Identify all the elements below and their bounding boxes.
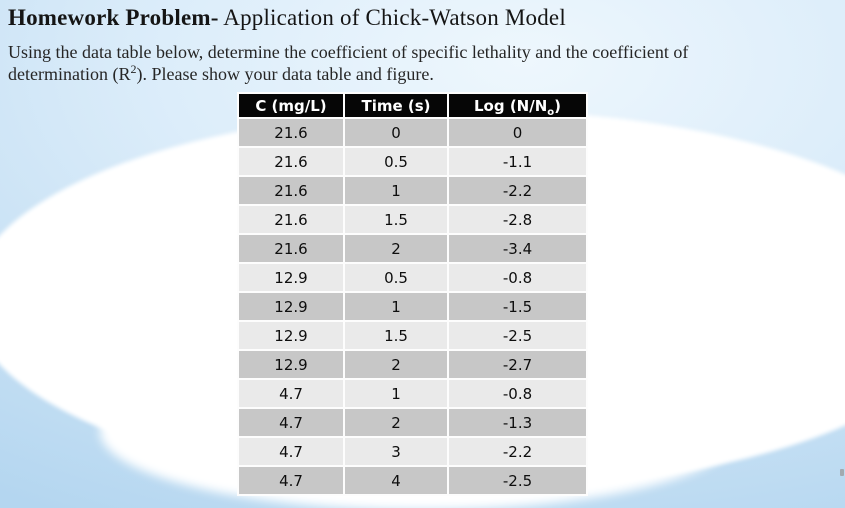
table-cell: 1 (345, 177, 447, 204)
table-cell: 12.9 (239, 293, 343, 320)
table-cell: 4 (345, 467, 447, 494)
table-cell: 1 (345, 293, 447, 320)
table-cell: -2.2 (449, 438, 586, 465)
table-cell: 21.6 (239, 206, 343, 233)
n0-subscript: o (547, 106, 555, 118)
table-row: 4.7 2 -1.3 (239, 409, 586, 436)
data-table-header: C (mg/L) Time (s) Log (N/No) (239, 94, 586, 117)
title-emphasis: Homework Problem- (8, 5, 219, 30)
table-row: 21.6 0.5 -1.1 (239, 148, 586, 175)
table-cell: 2 (345, 235, 447, 262)
table-cell: 4.7 (239, 467, 343, 494)
header-log: Log (N/No) (449, 94, 586, 117)
table-cell: 21.6 (239, 119, 343, 146)
table-cell: 21.6 (239, 148, 343, 175)
statement-line2-start: determination (R (8, 64, 131, 84)
table-cell: -0.8 (449, 380, 586, 407)
table-cell: -0.8 (449, 264, 586, 291)
table-row: 4.7 3 -2.2 (239, 438, 586, 465)
table-cell: 3 (345, 438, 447, 465)
table-cell: 21.6 (239, 177, 343, 204)
r-squared-superscript: 2 (130, 62, 137, 76)
table-row: 21.6 1.5 -2.8 (239, 206, 586, 233)
table-cell: 0.5 (345, 148, 447, 175)
table-cell: 0 (449, 119, 586, 146)
table-row: 12.9 1 -1.5 (239, 293, 586, 320)
table-cell: 1.5 (345, 322, 447, 349)
table-cell: 12.9 (239, 351, 343, 378)
table-cell: 1 (345, 380, 447, 407)
header-log-text: Log (N/N (474, 96, 548, 115)
table-row: 21.6 0 0 (239, 119, 586, 146)
header-concentration: C (mg/L) (239, 94, 343, 117)
table-cell: 4.7 (239, 409, 343, 436)
table-cell: 12.9 (239, 322, 343, 349)
problem-statement: Using the data table below, determine th… (8, 41, 844, 85)
table-cell: -2.2 (449, 177, 586, 204)
table-row: 12.9 2 -2.7 (239, 351, 586, 378)
table-row: 12.9 0.5 -0.8 (239, 264, 586, 291)
table-cell: 21.6 (239, 235, 343, 262)
table-cell: -2.5 (449, 467, 586, 494)
data-table: C (mg/L) Time (s) Log (N/No) 21.6 0 0 21.6 0… (237, 92, 588, 496)
table-row: 21.6 1 -2.2 (239, 177, 586, 204)
table-cell: -1.3 (449, 409, 586, 436)
header-time: Time (s) (345, 94, 447, 117)
table-row: 4.7 4 -2.5 (239, 467, 586, 494)
statement-line2-end: ). Please show your data table and figur… (136, 64, 434, 84)
table-cell: 0 (345, 119, 447, 146)
table-cell: 12.9 (239, 264, 343, 291)
title-rest: Application of Chick-Watson Model (218, 5, 566, 30)
table-cell: 4.7 (239, 380, 343, 407)
data-table-body: 21.6 0 0 21.6 0.5 -1.1 21.6 1 -2.2 21.6 1.5 -2.8 21.… (239, 119, 586, 494)
table-cell: -1.5 (449, 293, 586, 320)
table-cell: -2.7 (449, 351, 586, 378)
table-cell: 1.5 (345, 206, 447, 233)
table-cell: 0.5 (345, 264, 447, 291)
table-row: 12.9 1.5 -2.5 (239, 322, 586, 349)
table-cell: -2.8 (449, 206, 586, 233)
table-cell: 2 (345, 351, 447, 378)
table-cell: 2 (345, 409, 447, 436)
page-number-fragment (840, 469, 844, 476)
table-row: 21.6 2 -3.4 (239, 235, 586, 262)
table-cell: 4.7 (239, 438, 343, 465)
table-cell: -2.5 (449, 322, 586, 349)
statement-line1: Using the data table below, determine th… (8, 42, 689, 62)
table-cell: -3.4 (449, 235, 586, 262)
table-cell: -1.1 (449, 148, 586, 175)
slide-title: Homework Problem- Application of Chick-W… (8, 4, 566, 32)
header-log-close: ) (554, 96, 561, 115)
header-row: C (mg/L) Time (s) Log (N/No) (239, 94, 586, 117)
table-row: 4.7 1 -0.8 (239, 380, 586, 407)
